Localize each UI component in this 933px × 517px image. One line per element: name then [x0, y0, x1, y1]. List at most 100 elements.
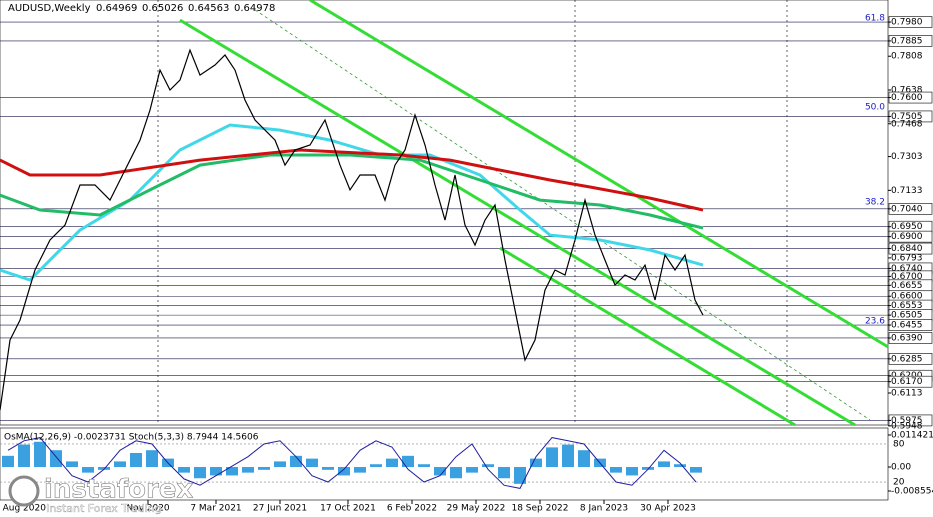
osma-bar	[626, 467, 638, 476]
osma-bar	[258, 467, 270, 470]
y-tick-label: 0.6170	[891, 377, 923, 387]
stoch-tick-label: 20	[893, 478, 905, 488]
y-tick-label: 0.7040	[891, 204, 923, 214]
osma-bar	[290, 455, 302, 468]
osma-bar	[690, 467, 702, 473]
osma-bar	[322, 467, 334, 470]
osma-bar	[530, 458, 542, 468]
x-tick-label: Nov 2020	[126, 504, 170, 514]
osma-bar	[482, 464, 494, 468]
logo-icon	[8, 475, 40, 507]
y-tick-label: 0.7980	[891, 18, 923, 28]
osc-tick-label: 0.00	[891, 463, 911, 473]
osma-bar	[82, 467, 94, 473]
osma-bar	[18, 444, 30, 468]
y-tick-label: 0.6600	[891, 292, 923, 302]
osma-bar	[562, 444, 574, 468]
y-tick-label: 0.6793	[891, 253, 923, 263]
x-tick-label: 27 Jun 2021	[253, 504, 307, 514]
ohlc-value: 0.64969	[96, 3, 137, 14]
x-tick-label: 8 Jan 2023	[580, 504, 628, 514]
y-tick-label: 0.6900	[891, 232, 923, 242]
y-tick-label: 0.6655	[891, 281, 923, 291]
main-panel	[0, 0, 889, 426]
x-tick-label: 17 Oct 2021	[320, 504, 376, 514]
x-tick-label: 18 Sep 2022	[511, 504, 568, 514]
y-tick-label: 0.7468	[891, 119, 923, 129]
y-tick-label: 0.6390	[891, 333, 923, 343]
x-tick-label: 30 Apr 2023	[640, 504, 696, 514]
osma-bar	[114, 461, 126, 468]
osma-bar	[610, 467, 622, 473]
osma-bar	[674, 464, 686, 468]
y-tick-label: 0.6285	[891, 354, 923, 364]
osma-bar	[194, 467, 206, 479]
osma-bar	[434, 467, 446, 476]
y-tick-label: 0.7808	[891, 52, 923, 62]
osma-bar	[178, 467, 190, 473]
osc-tick-label: -0.008554	[891, 487, 933, 497]
trendline	[179, 18, 856, 427]
y-tick-label: 0.6113	[891, 389, 923, 399]
logo: instaforex Instant Forex Trading	[8, 474, 194, 515]
y-tick-label: 0.6505	[891, 311, 923, 321]
logo-tagline: Instant Forex Trading	[46, 502, 162, 515]
trendline	[499, 246, 796, 427]
osma-bar	[642, 467, 654, 470]
y-tick-label: 0.7505	[891, 112, 923, 122]
osc-tick-label: 0.0114212	[891, 431, 933, 441]
osma-bar	[386, 458, 398, 468]
stochastic-line	[7, 437, 697, 489]
osma-bar	[130, 453, 142, 468]
osma-bar	[418, 464, 430, 468]
osma-bar	[370, 464, 382, 468]
osma-bar	[34, 441, 46, 468]
y-tick-label: 0.7600	[891, 93, 923, 103]
y-tick-label: 0.6950	[891, 222, 923, 232]
y-tick-label: 0.7885	[891, 36, 923, 46]
osma-bar	[466, 467, 478, 473]
osma-bar	[274, 461, 286, 468]
trendline	[309, 0, 889, 349]
osma-bar	[306, 458, 318, 468]
osma-bar	[658, 461, 670, 468]
osma-bar	[66, 461, 78, 468]
ohlc-value: 0.64978	[234, 3, 275, 14]
osma-bar	[546, 447, 558, 468]
fib-label: 38.2	[865, 197, 885, 207]
y-tick-label: 0.6740	[891, 264, 923, 274]
ohlc-values: 0.64969 0.65026 0.64563 0.64978	[96, 3, 275, 14]
y-tick-label: 0.7638	[891, 86, 923, 96]
osma-bar	[226, 467, 238, 476]
y-tick-label: 0.5948	[891, 421, 923, 431]
y-tick-label: 0.6700	[891, 272, 923, 282]
oscillator-title: OsMA(12,26,9) -0.0023731 Stoch(5,3,3) 8.…	[4, 433, 259, 443]
osma-bar	[98, 467, 110, 470]
fib-label: 61.8	[865, 14, 885, 24]
moving-average	[0, 148, 704, 212]
y-tick-label: 0.6553	[891, 301, 923, 311]
y-tick-label: 0.6455	[891, 321, 923, 331]
y-tick-label: 0.7133	[891, 186, 923, 196]
price-line	[0, 48, 704, 411]
osma-bar	[210, 467, 222, 476]
y-tick-label: 0.6840	[891, 244, 923, 254]
x-tick-label: 5 Aug 2020	[0, 504, 46, 514]
y-tick-label: 0.7303	[891, 152, 923, 162]
y-tick-label: 0.5975	[891, 416, 923, 426]
osma-bar	[50, 450, 62, 468]
osma-bar	[338, 467, 350, 476]
osma-bar	[354, 467, 366, 473]
x-tick-label: 6 Feb 2022	[387, 504, 437, 514]
x-tick-label: 29 May 2022	[447, 504, 506, 514]
osma-bar	[450, 467, 462, 479]
osma-bar	[242, 467, 254, 473]
fib-label: 50.0	[865, 103, 885, 113]
osma-bar	[402, 455, 414, 468]
fib-label: 23.6	[865, 317, 885, 327]
osma-bar	[146, 450, 158, 468]
x-tick-label: 7 Mar 2021	[190, 504, 241, 514]
ohlc-value: 0.65026	[142, 3, 183, 14]
osma-bar	[514, 467, 526, 484]
osma-bar	[2, 455, 14, 468]
